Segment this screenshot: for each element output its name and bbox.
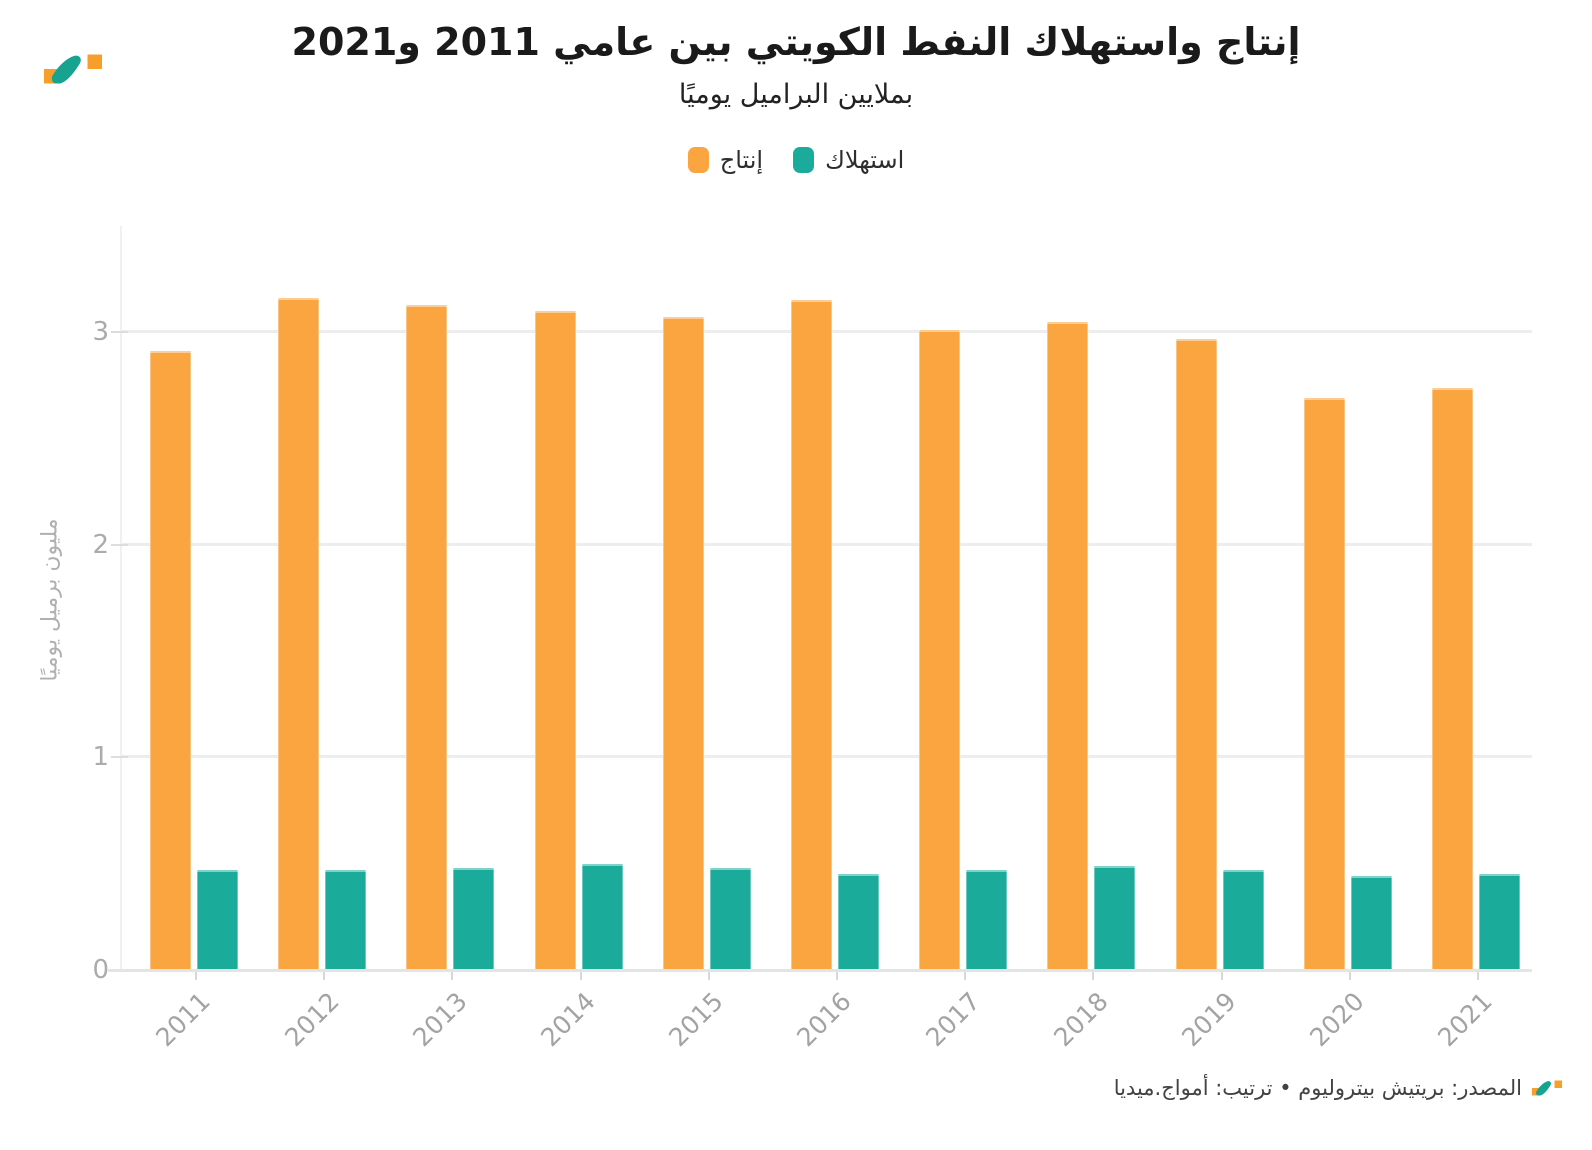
logo-wave-icon [51,55,81,84]
plot-area: 2011 2012 2013 2014 2015 2016 2017 2018 2019 2020… [92,226,1532,1052]
x-axis-label-2020: 2020 [1304,986,1370,1053]
bar-consumption-2019[interactable] [1222,870,1264,970]
amwaj-logo [44,54,102,84]
y-axis-tick-2 [111,543,128,546]
y-axis-tick-label-2: 2 [92,529,109,560]
x-axis-tick-2011 [195,971,198,980]
legend-item-consumption[interactable]: استهلاك [793,146,904,174]
x-axis-label-2013: 2013 [407,986,473,1053]
legend-label-consumption: استهلاك [825,146,905,174]
legend-label-production: إنتاج [719,146,764,174]
x-axis-tick-2014 [579,971,582,980]
bar-production-2018[interactable] [1047,321,1089,970]
x-axis-tick-2015 [707,971,710,980]
bar-consumption-2016[interactable] [837,874,879,970]
y-axis-tick-label-3: 3 [92,317,109,348]
bar-groups: 2011 2012 2013 2014 2015 2016 2017 2018 2019 2020… [122,226,1532,1052]
bar-consumption-2014[interactable] [581,863,623,970]
amwaj-footer-logo [1532,1080,1562,1096]
x-axis-label-2011: 2011 [150,986,217,1053]
bar-production-2015[interactable] [662,317,704,970]
source-note: المصدر: بريتيش بيتروليوم • ترتيب: أمواج.… [1113,1076,1522,1100]
bar-consumption-2011[interactable] [197,870,238,970]
x-axis-tick-2020 [1348,971,1351,980]
y-axis-tick-label-1: 1 [92,742,109,773]
bar-consumption-2017[interactable] [966,870,1008,970]
logo-square-right [87,54,102,69]
bar-production-2016[interactable] [790,300,832,970]
x-axis-tick-2021 [1476,971,1479,980]
consumption-swatch [793,147,815,173]
bar-group-2014: 2014 [507,226,635,1052]
bar-production-2021[interactable] [1431,387,1473,970]
x-axis-label-2018: 2018 [1048,986,1114,1053]
y-axis-tick-3 [111,331,128,334]
bar-production-2012[interactable] [278,298,320,970]
bar-production-2014[interactable] [534,311,576,970]
bar-production-2017[interactable] [919,330,961,970]
x-axis-label-2019: 2019 [1176,986,1242,1053]
x-axis-tick-2019 [1220,971,1223,980]
bar-group-2020: 2020 [1276,226,1404,1052]
y-axis-title: مليون برميل يوميًا [37,518,63,682]
bar-consumption-2015[interactable] [709,867,751,970]
footer-wave-icon [1536,1081,1552,1096]
bar-group-2015: 2015 [635,226,763,1052]
x-axis-tick-2016 [836,971,839,980]
bar-production-2011[interactable] [150,351,191,970]
bar-consumption-2018[interactable] [1094,865,1136,970]
page-subtitle: بملايين البراميل يوميًا [678,79,914,110]
bar-consumption-2020[interactable] [1350,876,1392,970]
x-axis-baseline [108,969,1532,972]
bar-production-2019[interactable] [1175,338,1217,970]
x-axis-label-2015: 2015 [663,986,729,1053]
bar-production-2013[interactable] [406,304,448,970]
y-axis-tick-1 [111,756,128,759]
bar-group-2021: 2021 [1404,226,1532,1052]
y-axis-line [120,226,122,970]
legend: إنتاج استهلاك [0,146,1592,174]
x-axis-label-2016: 2016 [791,986,858,1053]
y-axis-tick-label-0: 0 [92,955,109,985]
bar-production-2020[interactable] [1303,398,1345,970]
bar-group-2013: 2013 [378,226,506,1052]
bar-group-2016: 2016 [763,226,891,1052]
bar-group-2018: 2018 [1019,226,1147,1052]
bar-group-2012: 2012 [250,226,378,1052]
x-axis-tick-2012 [323,971,326,980]
page-title: إنتاج واستهلاك النفط الكويتي بين عامي 20… [291,20,1301,64]
x-axis-label-2021: 2021 [1432,986,1499,1053]
bar-group-2011: 2011 [122,226,250,1052]
production-swatch [687,147,709,173]
x-axis-label-2017: 2017 [919,986,986,1053]
footer: المصدر: بريتيش بيتروليوم • ترتيب: أمواج.… [1114,1076,1562,1100]
bar-group-2019: 2019 [1148,226,1276,1052]
bar-consumption-2012[interactable] [325,870,367,970]
x-axis-label-2012: 2012 [278,986,345,1053]
bar-group-2017: 2017 [891,226,1019,1052]
x-axis-label-2014: 2014 [535,986,601,1053]
bar-consumption-2013[interactable] [453,867,495,970]
bar-consumption-2021[interactable] [1478,874,1520,970]
x-axis-tick-2013 [451,971,454,980]
legend-item-production[interactable]: إنتاج [687,146,764,174]
x-axis-tick-2018 [1092,971,1095,980]
x-axis-tick-2017 [964,971,967,980]
